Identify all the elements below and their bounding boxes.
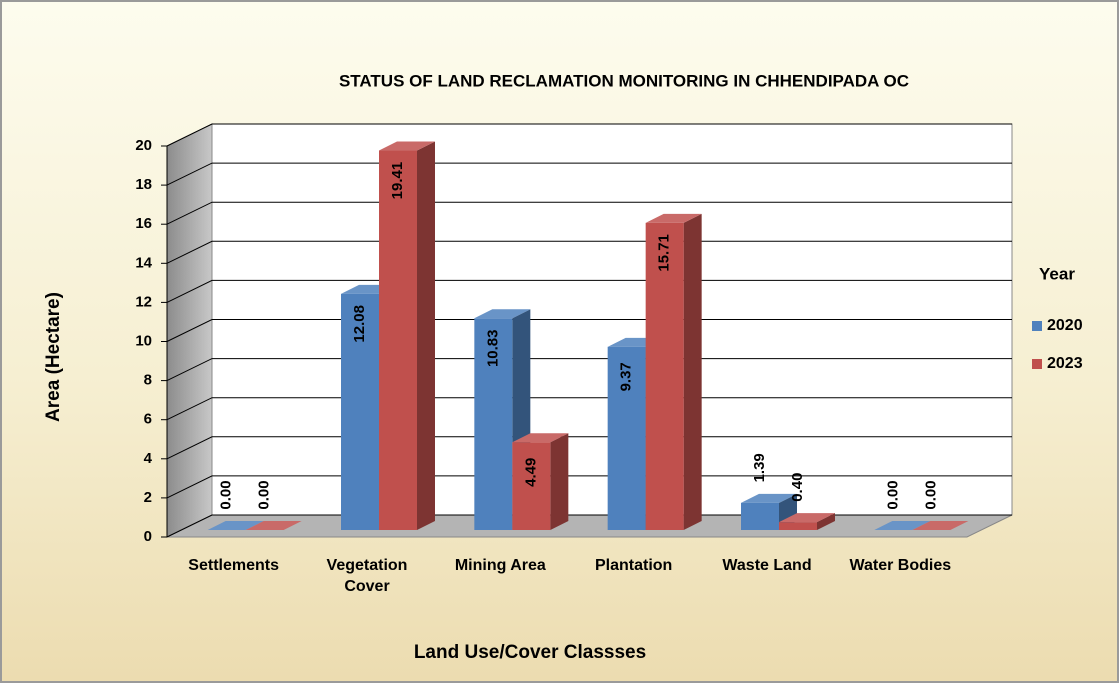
bar-side <box>817 513 835 530</box>
bar <box>645 222 684 530</box>
y-tick-label: 18 <box>135 176 152 193</box>
data-label: 4.49 <box>522 458 539 487</box>
bar-top <box>874 521 931 530</box>
bar-top <box>741 493 797 503</box>
grid-line <box>166 397 1012 421</box>
bar-side <box>550 433 569 530</box>
bar <box>379 150 417 531</box>
grid-line <box>166 279 1012 303</box>
grid-line <box>166 162 1012 186</box>
grid-line <box>166 123 1012 147</box>
bar-top <box>245 521 302 530</box>
bar <box>607 346 646 530</box>
x-tick-label: Settlements <box>188 557 279 574</box>
chart-title: STATUS OF LAND RECLAMATION MONITORING IN… <box>339 71 909 90</box>
data-label: 0.00 <box>218 480 235 509</box>
grid-line <box>166 436 1012 460</box>
legend-swatch <box>1032 359 1042 369</box>
bar <box>512 442 551 530</box>
bar-top <box>645 213 702 223</box>
bar <box>474 318 513 530</box>
x-tick-label: Mining Area <box>454 557 546 574</box>
legend-swatch <box>1032 321 1042 331</box>
y-tick-label: 10 <box>135 332 152 349</box>
data-label: 9.37 <box>618 362 635 391</box>
y-tick-label: 8 <box>144 372 152 389</box>
y-tick-label: 12 <box>135 293 152 310</box>
grid-line <box>166 319 1012 342</box>
y-tick-label: 20 <box>135 137 152 154</box>
data-label: 0.00 <box>256 480 273 509</box>
bar-top <box>379 141 435 151</box>
bar <box>741 502 779 530</box>
x-tick-label: Waste Land <box>722 557 812 574</box>
data-label: 19.41 <box>389 162 406 200</box>
grid-line <box>166 358 1012 382</box>
y-tick-label: 14 <box>135 254 152 271</box>
x-tick-label: Vegetation Cover <box>326 557 408 595</box>
data-label: 12.08 <box>351 305 368 343</box>
data-label: 0.40 <box>789 473 806 502</box>
bar-top <box>207 521 264 530</box>
y-tick-label: 6 <box>144 411 152 428</box>
y-tick-label: 0 <box>144 528 152 545</box>
y-tick-label: 2 <box>144 489 152 506</box>
bar-side <box>683 213 702 530</box>
legend-label: 2020 <box>1047 317 1083 334</box>
grid-line <box>166 475 1012 499</box>
data-label: 10.83 <box>484 330 501 368</box>
legend-title: Year <box>1039 264 1075 283</box>
bar <box>779 522 817 530</box>
x-tick-label: Water Bodies <box>849 557 952 574</box>
x-axis-title: Land Use/Cover Classses <box>414 642 646 663</box>
bar-side <box>417 141 435 531</box>
data-label: 0.00 <box>884 480 901 509</box>
grid-line <box>166 240 1012 264</box>
y-tick-label: 4 <box>144 450 153 467</box>
data-label: 0.00 <box>922 480 939 509</box>
legend-label: 2023 <box>1047 355 1083 372</box>
y-tick-label: 16 <box>135 215 152 232</box>
bar-top <box>779 513 835 523</box>
bar-top <box>912 521 969 530</box>
bar <box>341 293 379 530</box>
y-axis-title: Area (Hectare) <box>43 292 64 422</box>
data-label: 15.71 <box>656 234 673 272</box>
x-tick-label: Plantation <box>594 557 673 574</box>
bar-top <box>474 309 531 319</box>
grid-line <box>166 201 1012 225</box>
bar-top <box>512 433 569 443</box>
data-label: 1.39 <box>751 453 768 482</box>
